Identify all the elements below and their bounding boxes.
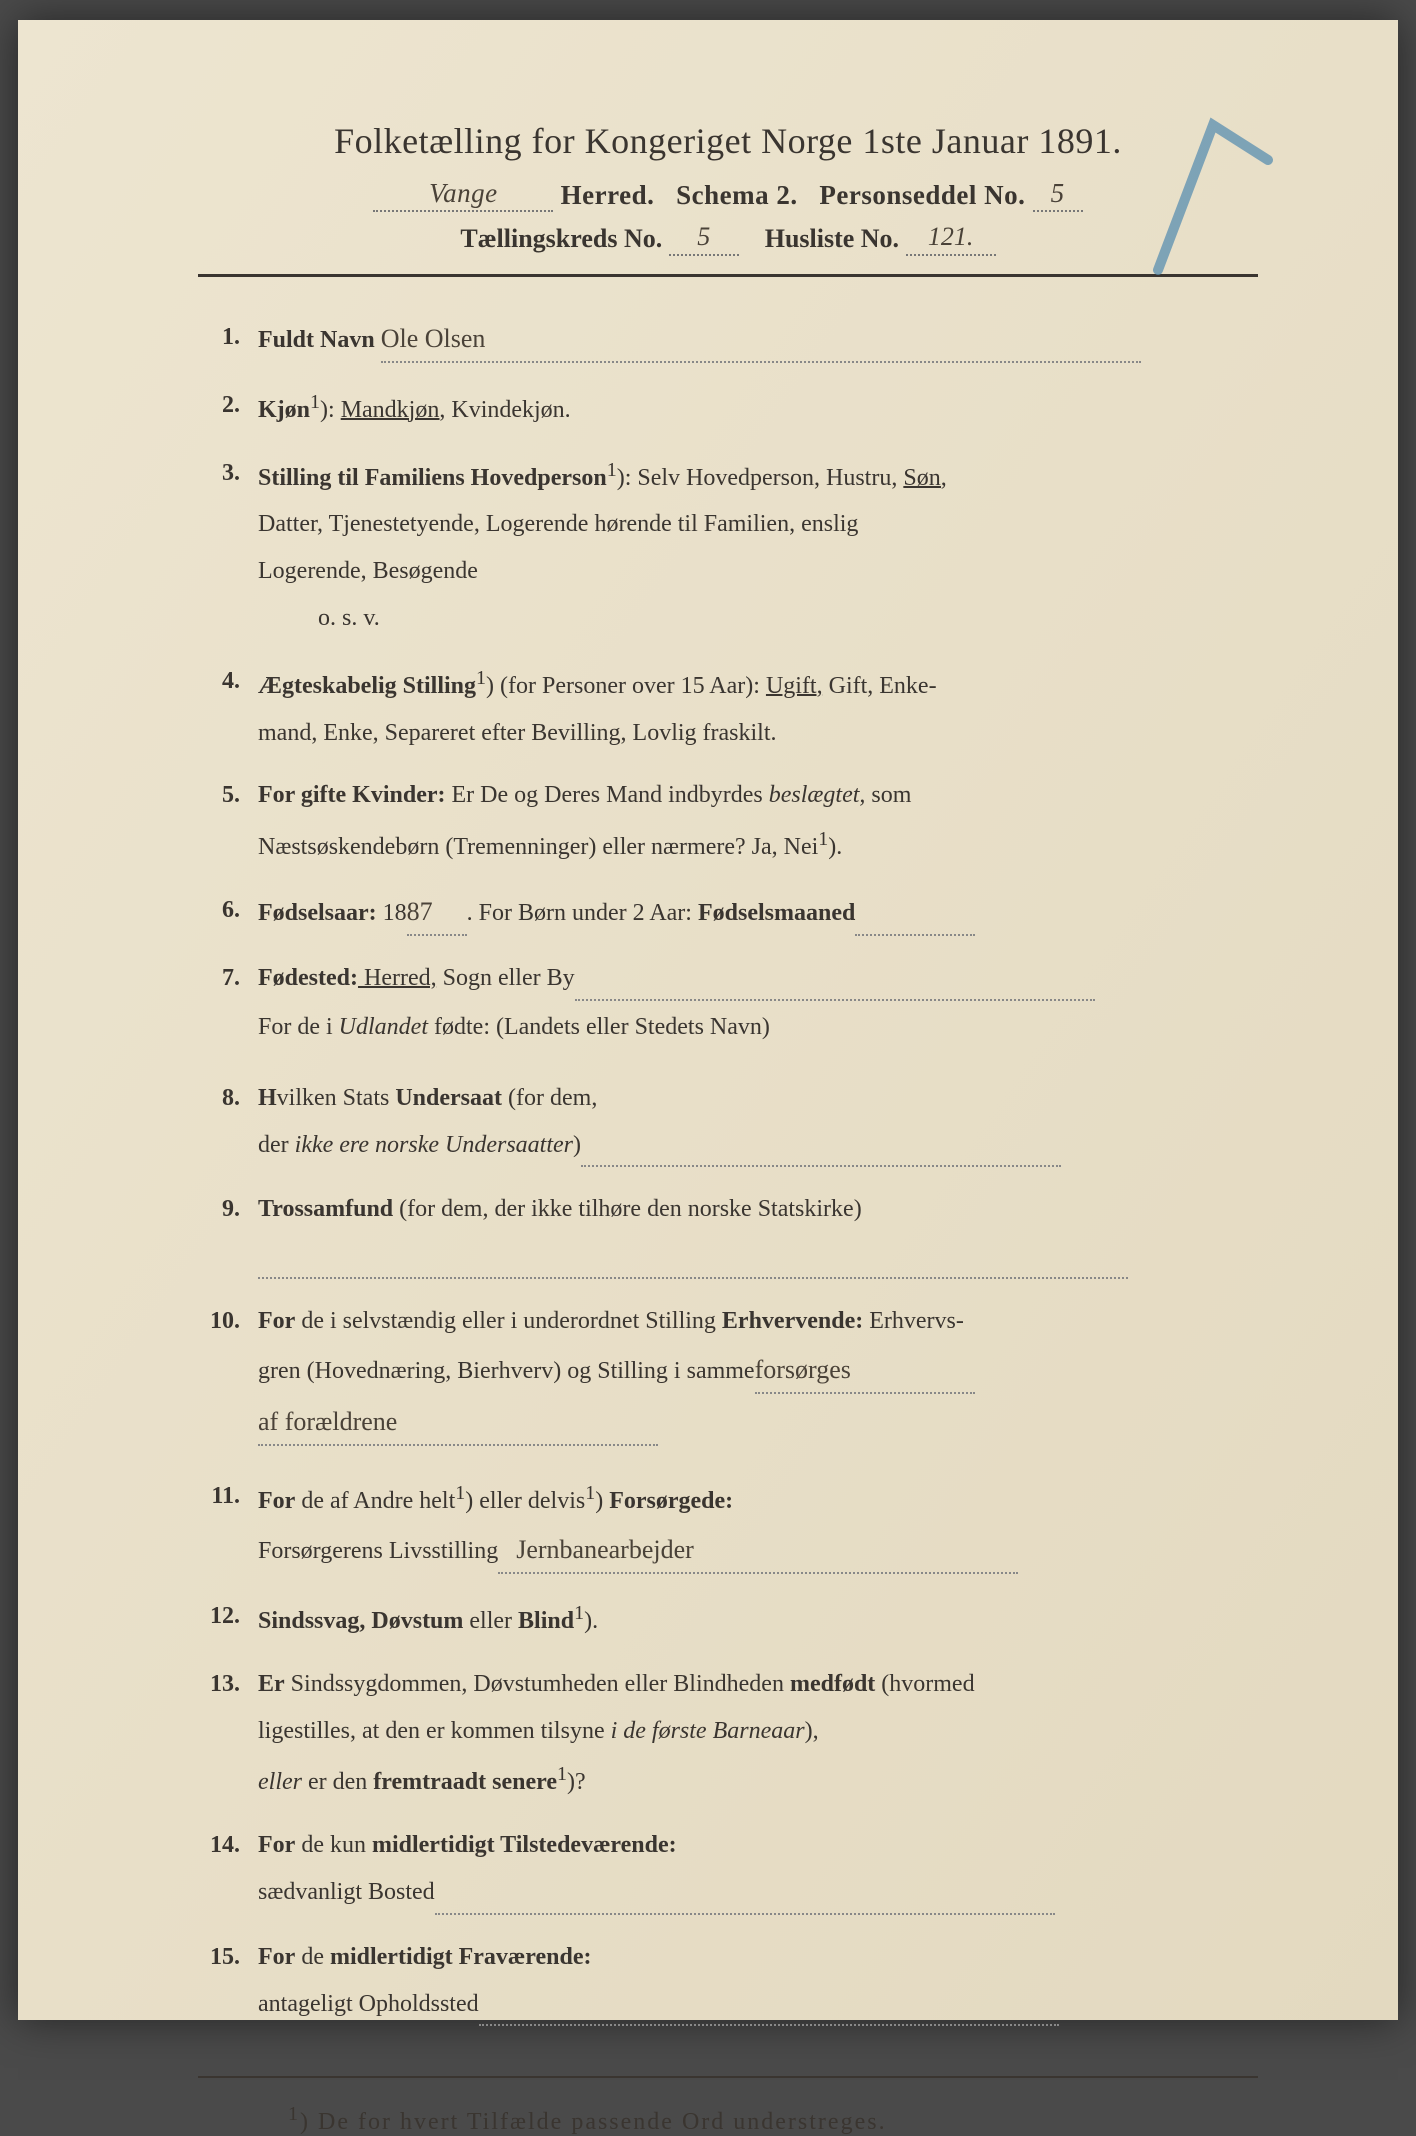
item-body: Kjøn1): Mandkjøn, Kvindekjøn. [258,385,1258,431]
occupation-value-1: forsørges [755,1355,851,1384]
personseddel-label: Personseddel No. [819,180,1025,210]
husliste-label: Husliste No. [765,224,899,253]
item-number: 3. [198,453,258,639]
item-2: 2. Kjøn1): Mandkjøn, Kvindekjøn. [198,385,1258,431]
item-body: Er Sindssygdommen, Døvstumheden eller Bl… [258,1664,1258,1803]
item-body: For de i selvstændig eller i underordnet… [258,1301,1258,1446]
herred-value: Vange [429,178,497,208]
header-line-2: Tællingskreds No. 5 Husliste No. 121. [198,224,1258,255]
item-body: Ægteskabelig Stilling1) (for Personer ov… [258,661,1258,754]
kreds-value: 5 [697,222,710,251]
birthyear-value: 87 [407,897,433,926]
item-3: 3. Stilling til Familiens Hovedperson1):… [198,453,1258,639]
item-body: Fødested: Herred, Sogn eller By For de i… [258,958,1258,1048]
item-number: 11. [198,1476,258,1574]
item-number: 2. [198,385,258,431]
item-number: 12. [198,1596,258,1642]
item-number: 14. [198,1825,258,1915]
item-body: Fuldt Navn Ole Olsen [258,317,1258,363]
item-body: For de kun midlertidigt Tilstedeværende:… [258,1825,1258,1915]
form-header: Folketælling for Kongeriget Norge 1ste J… [198,120,1258,277]
name-value: Ole Olsen [381,324,486,353]
schema-label: Schema 2. [676,180,798,210]
kreds-label: Tællingskreds No. [460,224,662,253]
item-number: 9. [198,1189,258,1279]
header-line-1: Vange Herred. Schema 2. Personseddel No.… [198,180,1258,212]
item-7: 7. Fødested: Herred, Sogn eller By For d… [198,958,1258,1048]
item-body: Fødselsaar: 1887. For Børn under 2 Aar: … [258,890,1258,936]
item-body: For gifte Kvinder: Er De og Deres Mand i… [258,775,1258,868]
item-number: 6. [198,890,258,936]
item-body: Stilling til Familiens Hovedperson1): Se… [258,453,1258,639]
item-12: 12. Sindssvag, Døvstum eller Blind1). [198,1596,1258,1642]
item-body: Sindssvag, Døvstum eller Blind1). [258,1596,1258,1642]
footnote: 1) De for hvert Tilfælde passende Ord un… [198,2103,1258,2136]
item-10: 10. For de i selvstændig eller i underor… [198,1301,1258,1446]
item-number: 13. [198,1664,258,1803]
occupation-value-2: af forældrene [258,1407,397,1436]
herred-label: Herred. [561,180,655,210]
provider-value: Jernbanearbejder [516,1535,694,1564]
item-number: 4. [198,661,258,754]
form-title: Folketælling for Kongeriget Norge 1ste J… [198,120,1258,162]
item-body: For de af Andre helt1) eller delvis1) Fo… [258,1476,1258,1574]
item-body: For de midlertidigt Fraværende: antageli… [258,1937,1258,2027]
item-4: 4. Ægteskabelig Stilling1) (for Personer… [198,661,1258,754]
item-13: 13. Er Sindssygdommen, Døvstumheden elle… [198,1664,1258,1803]
item-8: 8. Hvilken Stats Undersaat (for dem, der… [198,1078,1258,1168]
item-number: 10. [198,1301,258,1446]
item-6: 6. Fødselsaar: 1887. For Børn under 2 Aa… [198,890,1258,936]
form-items: 1. Fuldt Navn Ole Olsen 2. Kjøn1): Mandk… [198,317,1258,2027]
item-14: 14. For de kun midlertidigt Tilstedevære… [198,1825,1258,1915]
header-divider [198,274,1258,277]
item-number: 7. [198,958,258,1048]
footnote-divider [198,2076,1258,2078]
item-9: 9. Trossamfund (for dem, der ikke tilhør… [198,1189,1258,1279]
item-number: 5. [198,775,258,868]
item-number: 15. [198,1937,258,2027]
census-form-page: Folketælling for Kongeriget Norge 1ste J… [18,20,1398,2020]
item-15: 15. For de midlertidigt Fraværende: anta… [198,1937,1258,2027]
item-body: Hvilken Stats Undersaat (for dem, der ik… [258,1078,1258,1168]
item-5: 5. For gifte Kvinder: Er De og Deres Man… [198,775,1258,868]
item-11: 11. For de af Andre helt1) eller delvis1… [198,1476,1258,1574]
item-body: Trossamfund (for dem, der ikke tilhøre d… [258,1189,1258,1279]
husliste-value: 121. [928,222,974,251]
item-number: 8. [198,1078,258,1168]
item-1: 1. Fuldt Navn Ole Olsen [198,317,1258,363]
item-number: 1. [198,317,258,363]
personseddel-value: 5 [1051,178,1065,208]
